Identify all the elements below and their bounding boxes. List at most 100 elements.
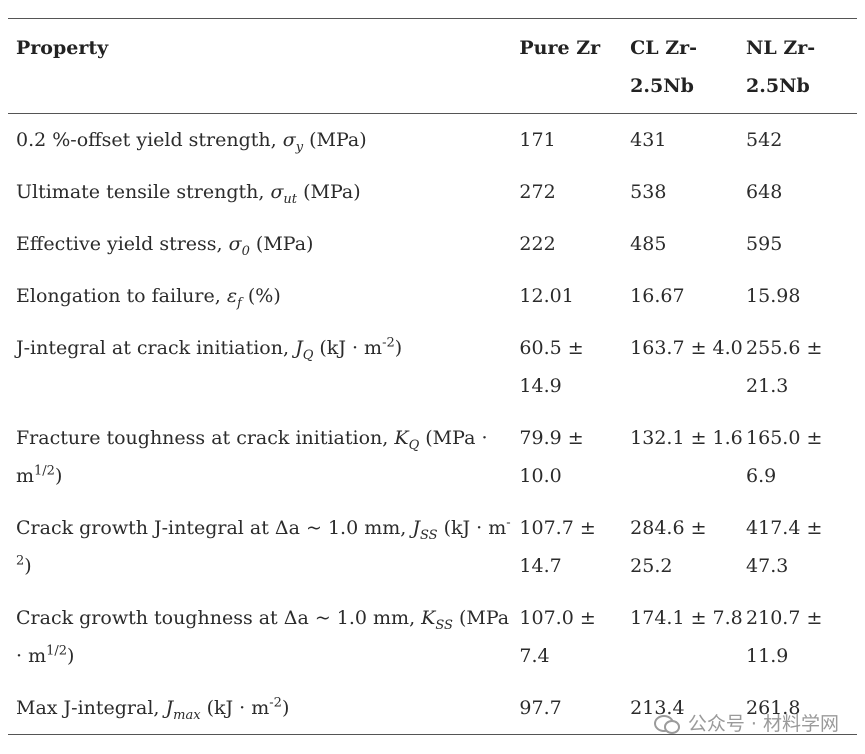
header-nl-zr: NL Zr-2.5Nb	[746, 37, 816, 97]
value-cell: 485	[630, 233, 667, 255]
label-text: Ultimate tensile strength,	[16, 181, 271, 203]
value-cell: 12.01	[519, 285, 574, 307]
table-row: 0.2 %-offset yield strength, σy (MPa) 171…	[8, 114, 857, 167]
unit-text: (kJ · m	[313, 337, 383, 359]
value-cell: 284.6 ± 25.2	[630, 517, 707, 577]
table-row: Crack growth J-integral at Δa ~ 1.0 mm, …	[8, 502, 857, 592]
label-text: Max J-integral,	[16, 697, 166, 719]
table-row: Effective yield stress, σ0 (MPa) 222 485 59…	[8, 218, 857, 270]
value-cell: 107.7 ± 14.7	[519, 517, 596, 577]
close-paren: )	[54, 465, 63, 487]
value-cell: 261.8	[746, 697, 801, 719]
symbol-subscript: SS	[419, 527, 438, 543]
label-text: Crack growth toughness at Δa ~ 1.0 mm,	[16, 607, 422, 629]
value-cell: 213.4	[630, 697, 685, 719]
value-cell: 542	[746, 129, 783, 151]
symbol-subscript: Q	[408, 437, 420, 453]
property-label: J-integral at crack initiation, JQ (kJ ·…	[8, 322, 519, 412]
symbol-subscript: max	[173, 707, 201, 723]
unit-exponent: 1/2	[34, 463, 55, 479]
value-cell: 79.9 ± 10.0	[519, 427, 584, 487]
value-cell: 272	[519, 181, 556, 203]
header-row: Property Pure Zr CL Zr-2.5Nb NL Zr-2.5Nb	[8, 18, 857, 114]
symbol: σ	[282, 129, 296, 151]
symbol-subscript: 0	[241, 243, 250, 259]
header-property: Property	[16, 37, 109, 59]
symbol: K	[421, 607, 436, 629]
unit-text: (MPa)	[249, 233, 314, 255]
unit-text: (kJ · m	[200, 697, 270, 719]
value-cell: 163.7 ± 4.0	[630, 337, 743, 359]
property-label: Fracture toughness at crack initiation, …	[8, 412, 519, 502]
value-cell: 222	[519, 233, 556, 255]
table-row: J-integral at crack initiation, JQ (kJ ·…	[8, 322, 857, 412]
value-cell: 595	[746, 233, 783, 255]
value-cell: 648	[746, 181, 783, 203]
unit-text: (MPa · m	[16, 607, 510, 667]
unit-text: (%)	[241, 285, 281, 307]
close-paren: )	[394, 337, 403, 359]
value-cell: 132.1 ± 1.6	[630, 427, 743, 449]
value-cell: 16.67	[630, 285, 685, 307]
symbol: K	[394, 427, 409, 449]
label-text: J-integral at crack initiation,	[16, 337, 296, 359]
value-cell: 171	[519, 129, 556, 151]
table-row: Ultimate tensile strength, σut (MPa) 272 5…	[8, 166, 857, 218]
property-label: Crack growth J-integral at Δa ~ 1.0 mm, …	[8, 502, 519, 592]
label-text: Fracture toughness at crack initiation,	[16, 427, 395, 449]
symbol-subscript: y	[295, 139, 304, 155]
property-label: Elongation to failure, εf (%)	[8, 270, 519, 322]
value-cell: 417.4 ± 47.3	[746, 517, 823, 577]
unit-text: (MPa)	[297, 181, 361, 203]
table-row: Elongation to failure, εf (%) 12.01 16.67 1…	[8, 270, 857, 322]
value-cell: 255.6 ± 21.3	[746, 337, 823, 397]
value-cell: 538	[630, 181, 667, 203]
unit-text: (MPa · m	[16, 427, 488, 487]
label-text: Crack growth J-integral at Δa ~ 1.0 mm,	[16, 517, 413, 539]
unit-exponent: -2	[382, 335, 395, 351]
symbol: J	[295, 337, 303, 359]
unit-exponent: -2	[269, 695, 282, 711]
property-label: Max J-integral, Jmax (kJ · m-2)	[8, 682, 519, 735]
table-body: 0.2 %-offset yield strength, σy (MPa) 171…	[8, 114, 857, 735]
symbol: σ	[270, 181, 284, 203]
close-paren: )	[281, 697, 290, 719]
symbol: J	[165, 697, 174, 719]
unit-text: (MPa)	[303, 129, 367, 151]
table-row: Crack growth toughness at Δa ~ 1.0 mm, K…	[8, 592, 857, 682]
header-pure-zr: Pure Zr	[519, 37, 601, 59]
symbol: σ	[228, 233, 242, 255]
value-cell: 107.0 ± 7.4	[519, 607, 596, 667]
label-text: Elongation to failure,	[16, 285, 227, 307]
symbol-subscript: SS	[435, 617, 453, 633]
property-label: Crack growth toughness at Δa ~ 1.0 mm, K…	[8, 592, 519, 682]
watermark-text: 公众号 · 材料学网	[687, 713, 839, 735]
header-cl-zr: CL Zr-2.5Nb	[630, 37, 698, 97]
unit-text: (kJ · m	[437, 517, 507, 539]
value-cell: 431	[630, 129, 667, 151]
symbol-subscript: f	[237, 295, 242, 311]
table-row: Fracture toughness at crack initiation, …	[8, 412, 857, 502]
table-header: Property Pure Zr CL Zr-2.5Nb NL Zr-2.5Nb	[8, 18, 857, 114]
value-cell: 15.98	[746, 285, 801, 307]
value-cell: 97.7	[519, 697, 562, 719]
symbol-subscript: Q	[302, 347, 314, 363]
symbol-subscript: ut	[283, 191, 298, 207]
watermark: 公众号 · 材料学网	[653, 709, 839, 736]
wechat-icon	[653, 713, 680, 734]
table-row: Max J-integral, Jmax (kJ · m-2) 97.7 213.4…	[8, 682, 857, 735]
close-paren: )	[24, 555, 32, 577]
unit-exponent: -2	[16, 515, 511, 569]
value-cell: 210.7 ± 11.9	[746, 607, 823, 667]
unit-exponent: 1/2	[46, 643, 68, 659]
close-paren: )	[67, 645, 75, 667]
property-label: Effective yield stress, σ0 (MPa)	[8, 218, 519, 270]
symbol: J	[412, 517, 420, 539]
property-label: Ultimate tensile strength, σut (MPa)	[8, 166, 519, 218]
label-text: 0.2 %-offset yield strength,	[16, 129, 283, 151]
label-text: Effective yield stress,	[16, 233, 229, 255]
property-label: 0.2 %-offset yield strength, σy (MPa)	[8, 114, 519, 167]
symbol: ε	[226, 285, 238, 307]
value-cell: 60.5 ± 14.9	[519, 337, 584, 397]
properties-table: Property Pure Zr CL Zr-2.5Nb NL Zr-2.5Nb…	[8, 18, 857, 735]
